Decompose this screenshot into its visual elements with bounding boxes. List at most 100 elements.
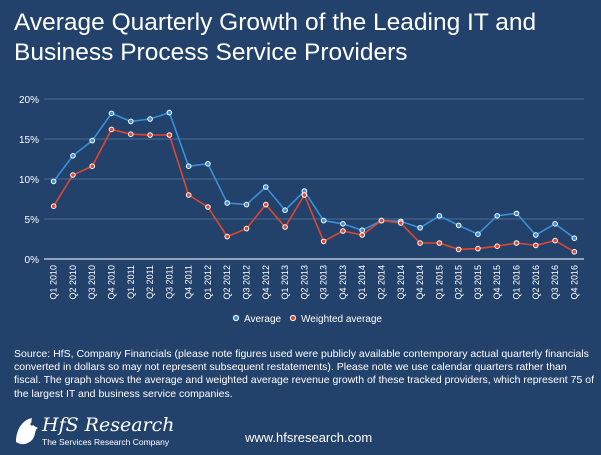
data-point-average: [359, 227, 366, 233]
y-tick-label: 0%: [25, 255, 40, 266]
data-point-average: [552, 221, 558, 227]
data-point-weighted-average: [301, 192, 308, 198]
data-point-average: [127, 118, 134, 125]
data-point-weighted-average: [475, 245, 481, 252]
x-tick-label: Q1 2014: [357, 265, 367, 300]
data-point-average: [340, 221, 346, 227]
line-chart: 0% 5% 10% 15% 20% Q1 2010 Q2 2010 Q3 2010 Q4 20…: [19, 95, 584, 325]
data-point-average: [224, 200, 231, 206]
x-tick-label: Q1 2012: [203, 265, 213, 300]
y-tick-label: 15%: [19, 135, 39, 146]
x-tick-label: Q1 2015: [434, 265, 444, 300]
data-point-average: [513, 210, 520, 217]
legend-label-average: Average: [244, 314, 282, 325]
data-point-weighted-average: [262, 201, 269, 208]
x-tick-label: Q3 2012: [242, 265, 252, 300]
series-lines: [50, 109, 578, 255]
data-point-average: [571, 235, 578, 241]
grid-lines: [44, 98, 584, 260]
data-point-average: [475, 231, 481, 237]
data-point-average: [262, 184, 269, 190]
data-point-average: [417, 225, 423, 231]
x-axis-ticks: Q1 2010 Q2 2010 Q3 2010 Q4 2010 Q1 2011 Q2 20…: [49, 265, 580, 300]
y-axis-ticks: 0% 5% 10% 15% 20%: [19, 95, 39, 266]
data-point-average: [108, 110, 115, 117]
data-point-weighted-average: [359, 232, 366, 238]
data-point-average: [70, 153, 76, 159]
x-tick-label: Q4 2014: [415, 265, 425, 300]
data-point-weighted-average: [397, 220, 404, 226]
data-point-weighted-average: [552, 237, 558, 244]
x-tick-label: Q4 2015: [492, 265, 502, 300]
data-point-weighted-average: [455, 246, 462, 253]
x-tick-label: Q2 2015: [454, 265, 464, 300]
data-point-average: [50, 178, 57, 185]
data-point-weighted-average: [320, 238, 327, 245]
x-tick-label: Q3 2010: [87, 265, 97, 300]
x-tick-label: Q1 2011: [126, 265, 136, 299]
x-tick-label: Q2 2012: [222, 265, 232, 300]
logo-tagline: The Services Research Company: [42, 437, 170, 447]
x-tick-label: Q4 2010: [107, 265, 117, 300]
data-point-weighted-average: [185, 192, 192, 198]
x-tick-label: Q4 2012: [261, 265, 271, 300]
data-point-weighted-average: [224, 233, 231, 240]
x-tick-label: Q3 2011: [164, 265, 174, 299]
x-tick-label: Q4 2013: [338, 265, 348, 300]
data-point-weighted-average: [127, 131, 134, 137]
data-point-average: [166, 109, 173, 116]
data-point-average: [89, 137, 96, 144]
data-point-average: [147, 116, 153, 122]
x-tick-label: Q1 2016: [512, 265, 522, 300]
x-tick-label: Q3 2014: [396, 265, 406, 300]
legend-marker-average: [232, 314, 240, 322]
data-point-average: [282, 207, 288, 213]
data-point-average: [320, 217, 327, 224]
data-point-average: [205, 161, 211, 167]
series-line-weighted-average: [52, 128, 575, 253]
data-point-weighted-average: [166, 132, 173, 138]
website-link[interactable]: www.hfsresearch.com: [245, 430, 373, 445]
series-line-average: [52, 111, 575, 239]
data-point-weighted-average: [243, 225, 250, 232]
data-point-weighted-average: [436, 240, 443, 246]
data-point-average: [455, 222, 462, 229]
data-point-weighted-average: [513, 240, 520, 246]
data-point-weighted-average: [378, 217, 385, 224]
data-point-average: [532, 232, 539, 238]
data-point-average: [243, 201, 250, 208]
data-point-weighted-average: [147, 132, 153, 138]
data-point-weighted-average: [494, 243, 501, 249]
x-tick-label: Q2 2014: [377, 265, 387, 300]
chart-title: Average Quarterly Growth of the Leading …: [14, 9, 537, 66]
x-tick-label: Q3 2013: [319, 265, 329, 300]
x-tick-label: Q1 2010: [49, 265, 59, 300]
x-tick-label: Q4 2016: [569, 265, 579, 300]
data-point-weighted-average: [50, 203, 57, 209]
data-point-weighted-average: [340, 228, 346, 234]
data-point-weighted-average: [89, 163, 96, 169]
x-tick-label: Q2 2016: [531, 265, 541, 300]
data-point-weighted-average: [108, 126, 115, 133]
data-point-weighted-average: [70, 172, 76, 178]
data-point-weighted-average: [205, 204, 211, 210]
legend-marker-weighted: [289, 314, 297, 322]
y-tick-label: 20%: [19, 95, 39, 106]
y-tick-label: 10%: [19, 175, 39, 186]
data-point-weighted-average: [282, 224, 288, 230]
data-point-average: [494, 213, 501, 219]
legend-label-weighted: Weighted average: [301, 314, 382, 325]
x-tick-label: Q4 2011: [184, 265, 194, 299]
x-tick-label: Q2 2013: [299, 265, 309, 300]
y-tick-label: 5%: [25, 215, 40, 226]
data-point-weighted-average: [417, 240, 423, 246]
x-tick-label: Q3 2015: [473, 265, 483, 300]
x-tick-label: Q2 2010: [68, 265, 78, 300]
data-point-weighted-average: [532, 242, 539, 249]
legend: Average Weighted average: [232, 314, 382, 325]
logo-name: HfS Research: [42, 414, 175, 436]
x-tick-label: Q2 2011: [145, 265, 155, 299]
x-tick-label: Q1 2013: [280, 265, 290, 300]
data-point-weighted-average: [571, 249, 578, 255]
x-tick-label: Q3 2016: [550, 265, 560, 300]
